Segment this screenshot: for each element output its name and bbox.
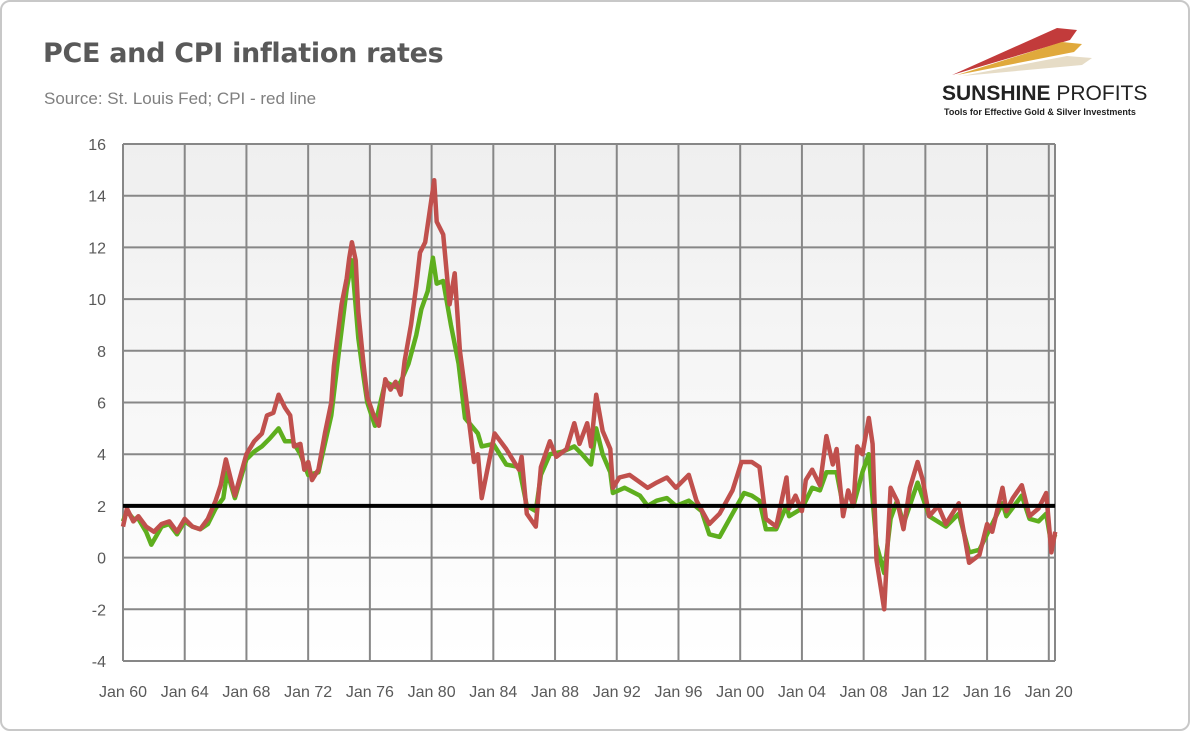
y-tick-label: 10 (88, 292, 106, 309)
chart-subtitle: Source: St. Louis Fed; CPI - red line (44, 89, 317, 108)
y-tick-label: 2 (97, 499, 106, 516)
y-tick-label: 12 (88, 240, 106, 257)
y-axis-ticks: -4 -2 0 2 4 6 8 10 12 14 16 (88, 137, 106, 671)
y-tick-label: 14 (88, 189, 106, 206)
sunshine-profits-logo: SUNSHINE PROFITS Tools for Effective Gol… (932, 20, 1172, 120)
y-tick-label: 16 (88, 137, 106, 154)
y-tick-label: 0 (97, 551, 106, 568)
series-lines (120, 177, 1058, 612)
x-tick-label: Jan 76 (346, 684, 394, 701)
x-tick-label: Jan 00 (716, 684, 764, 701)
logo-tagline: Tools for Effective Gold & Silver Invest… (944, 107, 1136, 117)
x-tick-label: Jan 80 (408, 684, 456, 701)
x-axis-ticks: Jan 60 Jan 64 Jan 68 Jan 72 Jan 76 Jan 80 Jan … (99, 684, 1073, 701)
x-tick-label: Jan 12 (901, 684, 949, 701)
x-tick-label: Jan 92 (593, 684, 641, 701)
x-tick-label: Jan 96 (654, 684, 702, 701)
chart-title: PCE and CPI inflation rates (43, 38, 444, 69)
x-tick-label: Jan 60 (99, 684, 147, 701)
x-tick-label: Jan 04 (778, 684, 826, 701)
y-tick-label: -2 (92, 602, 106, 619)
x-tick-label: Jan 64 (161, 684, 209, 701)
gridlines (122, 143, 1056, 662)
y-tick-label: 6 (97, 396, 106, 413)
logo-name: SUNSHINE PROFITS (942, 82, 1148, 105)
y-tick-label: -4 (92, 654, 106, 671)
x-tick-label: Jan 84 (469, 684, 517, 701)
logo-swoosh-icon (952, 28, 1092, 76)
x-tick-label: Jan 08 (840, 684, 888, 701)
y-tick-label: 8 (97, 344, 106, 361)
pce-line (120, 255, 1058, 576)
x-tick-label: Jan 72 (284, 684, 332, 701)
x-tick-label: Jan 88 (531, 684, 579, 701)
x-tick-label: Jan 16 (963, 684, 1011, 701)
x-tick-label: Jan 20 (1025, 684, 1073, 701)
y-tick-label: 4 (97, 447, 106, 464)
cpi-line (120, 177, 1058, 612)
x-tick-label: Jan 68 (222, 684, 270, 701)
